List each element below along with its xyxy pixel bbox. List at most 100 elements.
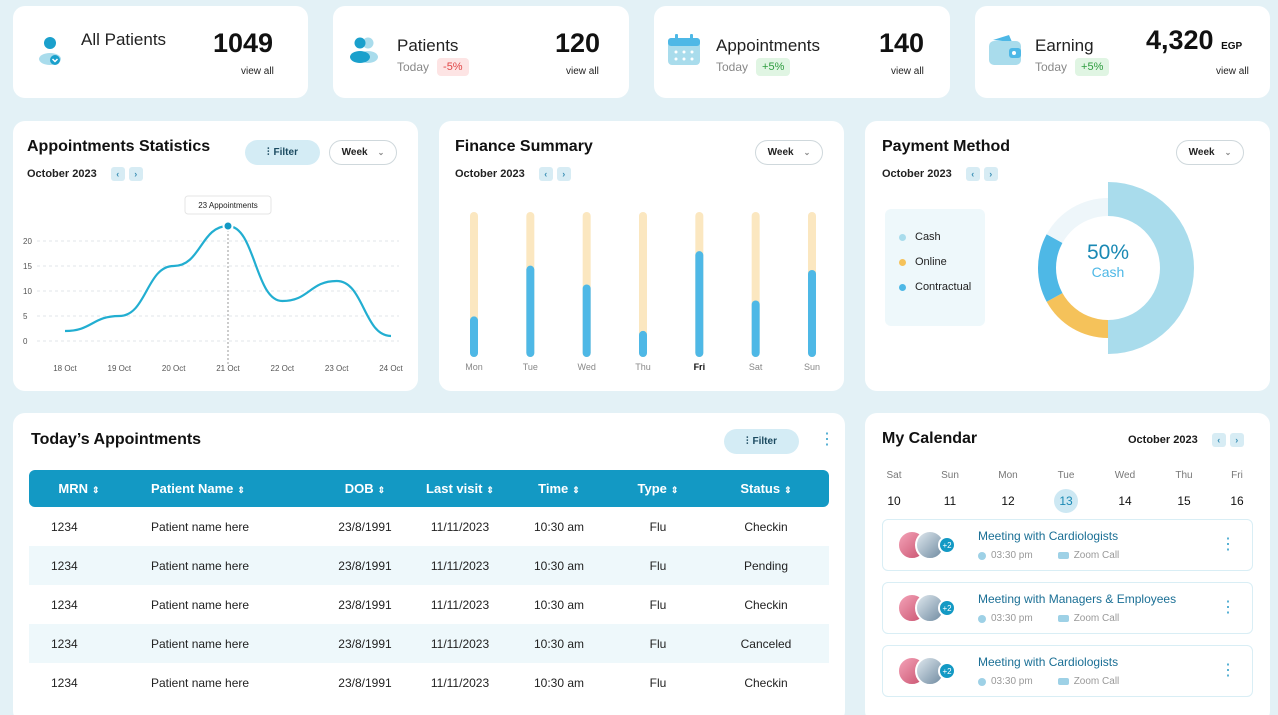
filter-button[interactable]: ⫶ Filter [724,429,799,454]
table-row[interactable]: 1234 Patient name here 23/8/1991 11/11/2… [29,624,829,663]
view-all-link[interactable]: view all [891,66,924,77]
y-tick-label: 0 [23,337,28,346]
view-all-link[interactable]: view all [1216,66,1249,77]
cell-status: Canceled [703,624,829,663]
bar [808,270,816,357]
column-header[interactable]: Patient Name ⇕ [129,470,315,507]
table-row[interactable]: 1234 Patient name here 23/8/1991 11/11/2… [29,546,829,585]
calendar-day[interactable]: Sat 10 [879,470,909,513]
period-label: Week [767,147,794,158]
legend-swatch [899,258,906,266]
column-label: Last visit [426,481,483,496]
next-month-button[interactable]: › [983,167,998,181]
calendar-day[interactable]: Thu 15 [1169,470,1199,513]
calendar-day[interactable]: Fri 16 [1222,470,1252,513]
calendar-day[interactable]: Wed 14 [1110,470,1140,513]
earning-amount: 4,320 [1146,25,1214,55]
prev-month-button[interactable]: ‹ [538,167,553,181]
stat-label: Patients [397,36,459,55]
table-header-row: MRN ⇕ Patient Name ⇕ DOB ⇕ Last visit ⇕ Time… [29,470,829,507]
calendar-day[interactable]: Mon 12 [993,470,1023,513]
calendar-event[interactable]: +2 Meeting with Cardiologists 03:30 pm Z… [882,645,1253,697]
legend-swatch [899,283,906,291]
payment-method-card: Payment Method October 2023 ‹ › Week ⌄ C… [865,121,1270,391]
more-options-icon[interactable]: ⋮ [1220,536,1236,553]
month-label: October 2023 [1128,434,1198,446]
legend-item: Contractual [899,281,985,293]
table-row[interactable]: 1234 Patient name here 23/8/1991 11/11/2… [29,507,829,546]
x-tick-label: Sat [749,362,763,372]
cell-last-visit: 11/11/2023 [430,597,490,612]
event-title: Meeting with Cardiologists [978,529,1119,543]
sort-icon: ⇕ [670,485,679,495]
view-all-link[interactable]: view all [241,66,274,77]
cell-last-visit: 11/11/2023 [430,675,490,690]
prev-month-button[interactable]: ‹ [1211,433,1226,447]
stat-value: 120 [555,28,601,58]
cell-mrn: 1234 [51,597,78,612]
table-row[interactable]: 1234 Patient name here 23/8/1991 11/11/2… [29,663,829,702]
day-name: Wed [1114,470,1136,481]
day-number: 15 [1177,494,1191,508]
view-all-link[interactable]: view all [566,66,599,77]
calendar-day-selected[interactable]: Tue 13 [1051,470,1081,513]
column-label: Status [740,481,781,496]
column-header[interactable]: Last visit ⇕ [415,470,505,507]
column-header[interactable]: Time ⇕ [505,470,613,507]
day-name: Fri [1231,470,1243,481]
column-header[interactable]: DOB ⇕ [315,470,415,507]
period-dropdown[interactable]: Week ⌄ [1176,140,1244,165]
prev-month-button[interactable]: ‹ [110,167,125,181]
sort-icon: ⇕ [572,485,580,495]
legend-item: Online [899,256,985,268]
prev-month-button[interactable]: ‹ [965,167,980,181]
cell-patient-name: Patient name here [151,597,250,612]
bar [582,284,591,357]
y-tick-label: 20 [23,237,32,246]
cell-patient-name: Patient name here [129,624,315,663]
x-tick-label: Mon [465,362,483,372]
chevron-down-icon: ⌄ [803,148,811,157]
sort-icon: ⇕ [237,485,245,495]
column-header[interactable]: Type ⇕ [613,470,703,507]
column-header[interactable]: MRN ⇕ [29,470,129,507]
calendar-icon [668,34,700,65]
stat-label: Appointments [716,36,820,55]
finance-bar-chart: Mon Tue Wed Thu Fri Sat Sun [465,212,820,372]
more-options-icon[interactable]: ⋮ [819,431,835,448]
sort-icon: ⇕ [377,485,386,495]
period-dropdown[interactable]: Week ⌄ [755,140,823,165]
x-tick-label: Sun [804,362,820,372]
calendar-event[interactable]: +2 Meeting with Cardiologists 03:30 pm Z… [882,519,1253,571]
cell-last-visit: 11/11/2023 [415,624,505,663]
stat-value: 140 [879,28,925,58]
tooltip-box [184,195,272,215]
calendar-event[interactable]: +2 Meeting with Managers & Employees 03:… [882,582,1253,634]
column-header[interactable]: Status ⇕ [703,470,829,507]
more-options-icon[interactable]: ⋮ [1220,662,1236,679]
table-row[interactable]: 1234 Patient name here 23/8/1991 11/11/2… [29,585,829,624]
event-title: Meeting with Cardiologists [978,655,1119,669]
next-month-button[interactable]: › [556,167,571,181]
filter-button[interactable]: ⫶ Filter [245,140,320,165]
more-participants-badge: +2 [938,536,956,554]
next-month-button[interactable]: › [1229,433,1244,447]
event-place: Zoom Call [1073,676,1120,687]
y-tick-label: 5 [23,312,28,321]
cell-type: Flu [649,597,667,612]
stat-period: Today [397,60,430,74]
day-number: 11 [943,494,957,508]
event-meta: 03:30 pm Zoom Call [978,550,1119,561]
next-month-button[interactable]: › [128,167,143,181]
period-dropdown[interactable]: Week ⌄ [329,140,397,165]
calendar-day[interactable]: Sun 11 [935,470,965,513]
cell-status: Checkin [744,519,788,534]
bar [526,265,535,357]
month-selector: October 2023 ‹ › [27,167,143,181]
bar [751,300,760,357]
more-options-icon[interactable]: ⋮ [1220,599,1236,616]
column-label: Patient Name [151,481,234,496]
event-meta: 03:30 pm Zoom Call [978,676,1119,687]
more-participants-badge: +2 [938,599,956,617]
card-title: Payment Method [882,138,1011,155]
